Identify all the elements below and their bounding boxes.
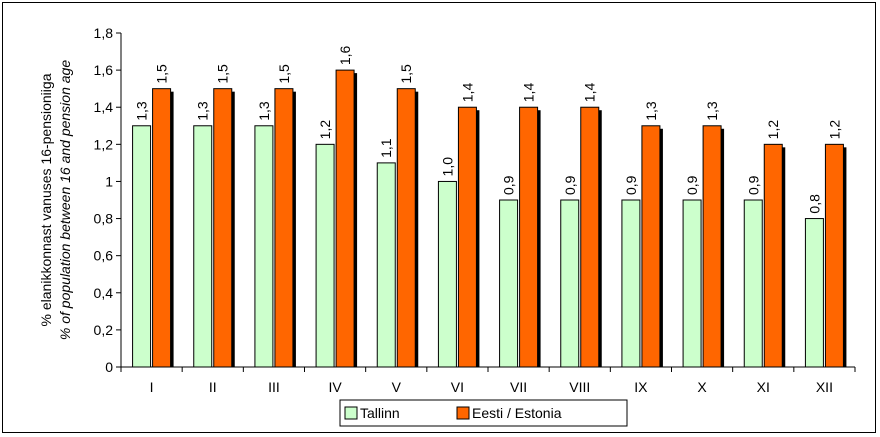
data-label-tallinn: 0,9: [745, 175, 761, 195]
x-tick-label: X: [697, 379, 707, 395]
legend-label-tallinn: Tallinn: [360, 405, 400, 421]
bar-tallinn: [804, 218, 824, 368]
y-tick-label: 1,8: [94, 25, 114, 41]
data-label-tallinn: 1,3: [134, 101, 150, 121]
x-tick-label: IV: [328, 379, 342, 395]
legend-box: [339, 399, 628, 427]
data-label-estonia: 1,5: [398, 64, 414, 84]
x-tick-label: III: [268, 379, 280, 395]
bar-tallinn: [499, 199, 519, 368]
bar-tallinn: [376, 162, 396, 368]
bar-estonia: [580, 106, 600, 368]
data-label-estonia: 1,3: [704, 101, 720, 121]
x-tick-label: V: [392, 379, 402, 395]
data-label-estonia: 1,6: [337, 45, 353, 65]
bar-tallinn: [682, 199, 702, 368]
data-label-tallinn: 1,3: [256, 101, 272, 121]
data-label-estonia: 1,4: [521, 83, 537, 103]
data-label-tallinn: 1,2: [317, 120, 333, 140]
data-label-tallinn: 0,9: [684, 175, 700, 195]
data-label-tallinn: 1,1: [378, 138, 394, 158]
bar-estonia: [396, 88, 416, 368]
bar-tallinn: [193, 125, 213, 368]
bar-estonia: [213, 88, 233, 368]
bar-tallinn: [560, 199, 580, 368]
x-tick-label: IX: [634, 379, 648, 395]
y-tick-label: 1,6: [94, 62, 114, 78]
bar-estonia: [274, 88, 294, 368]
data-label-estonia: 1,4: [582, 83, 598, 103]
y-tick-label: 1,4: [94, 99, 114, 115]
y-axis-label-english: % of population between 16 and pension a…: [57, 60, 73, 340]
data-label-tallinn: 0,8: [806, 194, 822, 214]
data-label-estonia: 1,5: [215, 64, 231, 84]
bar-estonia: [824, 143, 844, 368]
bar-tallinn: [437, 180, 457, 368]
bar-tallinn: [254, 125, 274, 368]
bar-tallinn: [621, 199, 641, 368]
data-label-estonia: 1,3: [643, 101, 659, 121]
bar-tallinn: [315, 143, 335, 368]
legend-swatch-tallinn: [344, 406, 358, 420]
data-label-tallinn: 0,9: [623, 175, 639, 195]
legend-label-estonia: Eesti / Estonia: [472, 405, 562, 421]
x-tick-label: II: [209, 379, 217, 395]
x-tick-label: VI: [451, 379, 464, 395]
legend-swatch-estonia: [456, 406, 470, 420]
y-tick-label: 0: [105, 359, 113, 375]
data-label-estonia: 1,2: [765, 120, 781, 140]
bar-tallinn: [743, 199, 763, 368]
bar-tallinn: [132, 125, 152, 368]
y-tick-label: 0,6: [94, 248, 114, 264]
y-tick-label: 0,2: [94, 322, 114, 338]
data-label-tallinn: 1,3: [195, 101, 211, 121]
y-tick-label: 1: [105, 173, 113, 189]
data-label-tallinn: 0,9: [562, 175, 578, 195]
data-label-estonia: 1,5: [154, 64, 170, 84]
legend: Tallinn Eesti / Estonia: [339, 399, 628, 427]
bar-estonia: [641, 125, 661, 368]
y-tick-label: 0,4: [94, 285, 114, 301]
data-label-tallinn: 1,0: [439, 157, 455, 177]
x-tick-label: XII: [816, 379, 833, 395]
y-tick-label: 0,8: [94, 211, 114, 227]
x-tick-label: XI: [757, 379, 770, 395]
x-tick-label: I: [150, 379, 154, 395]
y-tick-label: 1,2: [94, 136, 114, 152]
data-label-tallinn: 0,9: [501, 175, 517, 195]
bar-estonia: [152, 88, 172, 368]
data-label-estonia: 1,4: [459, 83, 475, 103]
bar-estonia: [702, 125, 722, 368]
y-axis-title: % elanikkonnast vanuses 16-pensioniiga %…: [38, 60, 73, 340]
data-label-estonia: 1,5: [276, 64, 292, 84]
bar-estonia: [335, 69, 355, 368]
x-tick-label: VII: [510, 379, 527, 395]
y-axis-label: % elanikkonnast vanuses 16-pensioniiga: [38, 73, 54, 326]
bar-estonia: [457, 106, 477, 368]
bar-estonia: [763, 143, 783, 368]
bar-estonia: [519, 106, 539, 368]
x-tick-label: VIII: [569, 379, 590, 395]
data-label-estonia: 1,2: [826, 120, 842, 140]
